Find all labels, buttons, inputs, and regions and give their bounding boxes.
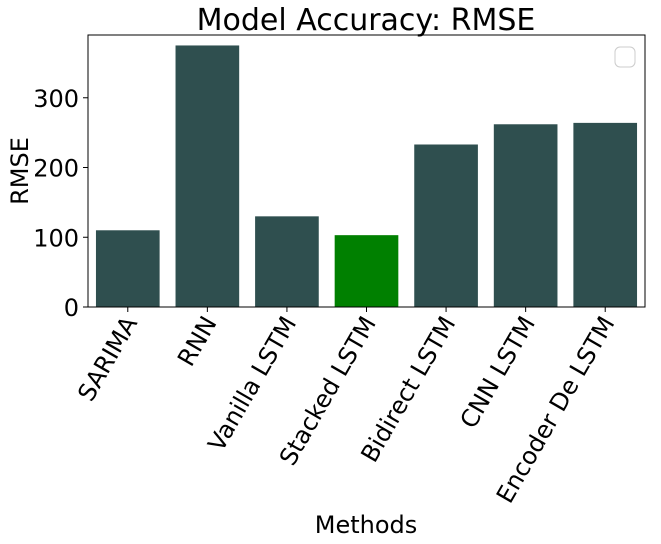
bar-rnn	[175, 45, 240, 307]
y-tick-label: 200	[33, 155, 79, 183]
y-tick-label: 300	[33, 85, 79, 113]
plot-frame	[87, 34, 646, 308]
bar-bidirect-lstm	[414, 144, 478, 307]
bar-cnn-lstm	[493, 124, 558, 308]
y-tick-label: 0	[64, 294, 79, 322]
bar-stacked-lstm	[334, 235, 399, 307]
y-axis-label: RMSE	[6, 137, 34, 205]
x-axis-label: Methods	[315, 511, 418, 539]
bars-group	[95, 45, 638, 308]
bar-sarima	[95, 230, 160, 307]
bar-encoder-de-lstm	[573, 122, 638, 307]
y-ticks-group: 0 100 200 300	[33, 85, 88, 322]
bar-vanilla-lstm	[255, 216, 319, 307]
y-tick-label: 100	[33, 224, 79, 252]
chart-title: Model Accuracy: RMSE	[197, 3, 536, 38]
legend-box	[614, 46, 636, 68]
